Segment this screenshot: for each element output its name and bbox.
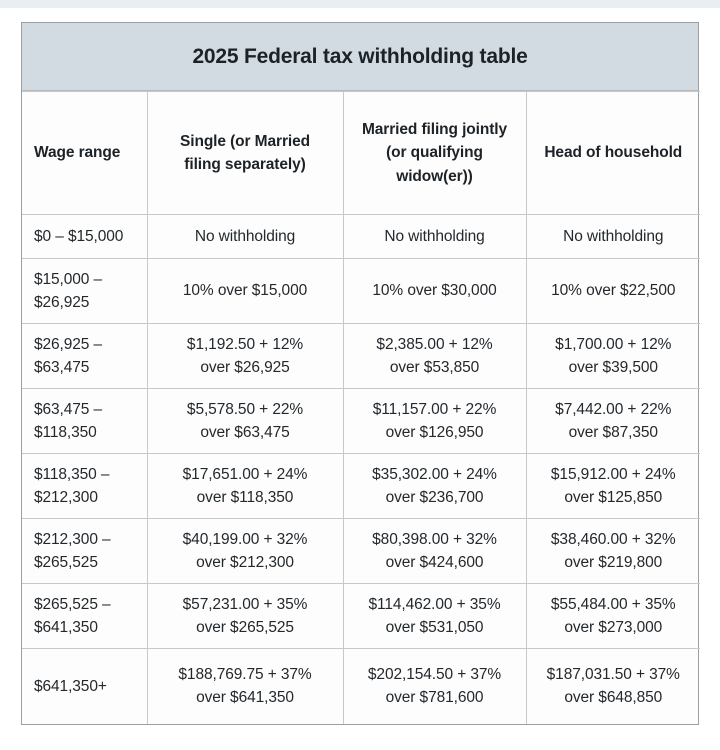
table-row: $212,300 – $265,525 $40,199.00 + 32% over… bbox=[22, 518, 700, 584]
wage-range-cell: $0 – $15,000 bbox=[22, 214, 148, 259]
withholding-cell: $57,231.00 + 35% over $265,525 bbox=[146, 583, 344, 649]
withholding-cell: $7,442.00 + 22% over $87,350 bbox=[525, 388, 700, 454]
withholding-cell: $202,154.50 + 37% over $781,600 bbox=[342, 648, 527, 724]
withholding-cell: $114,462.00 + 35% over $531,050 bbox=[342, 583, 527, 649]
withholding-cell: $5,578.50 + 22% over $63,475 bbox=[146, 388, 344, 454]
withholding-cell: 10% over $15,000 bbox=[146, 258, 344, 324]
withholding-table: 2025 Federal tax withholding table Wage … bbox=[21, 22, 700, 725]
withholding-cell: No withholding bbox=[525, 214, 700, 259]
withholding-cell: No withholding bbox=[342, 214, 527, 259]
wage-range-cell: $212,300 – $265,525 bbox=[22, 518, 148, 584]
withholding-cell: $35,302.00 + 24% over $236,700 bbox=[342, 453, 527, 519]
withholding-cell: $1,192.50 + 12% over $26,925 bbox=[146, 323, 344, 389]
table-row: $26,925 – $63,475 $1,192.50 + 12% over $2… bbox=[22, 323, 700, 389]
wage-range-cell: $265,525 – $641,350 bbox=[22, 583, 148, 649]
column-header-4: Head of household bbox=[525, 91, 700, 215]
wage-range-cell: $26,925 – $63,475 bbox=[22, 323, 148, 389]
withholding-cell: $80,398.00 + 32% over $424,600 bbox=[342, 518, 527, 584]
withholding-cell: $2,385.00 + 12% over $53,850 bbox=[342, 323, 527, 389]
tax-table: Wage range Single (or Married filing sepa… bbox=[22, 91, 700, 724]
table-title: 2025 Federal tax withholding table bbox=[22, 23, 698, 91]
withholding-cell: $40,199.00 + 32% over $212,300 bbox=[146, 518, 344, 584]
table-row: $265,525 – $641,350 $57,231.00 + 35% over… bbox=[22, 583, 700, 649]
column-header-3: Married filing jointly (or qualifying wi… bbox=[342, 91, 527, 215]
wage-range-cell: $118,350 – $212,300 bbox=[22, 453, 148, 519]
withholding-cell: 10% over $22,500 bbox=[525, 258, 700, 324]
withholding-cell: $188,769.75 + 37% over $641,350 bbox=[146, 648, 344, 724]
wage-range-cell: $63,475 – $118,350 bbox=[22, 388, 148, 454]
withholding-cell: $17,651.00 + 24% over $118,350 bbox=[146, 453, 344, 519]
table-row: $15,000 – $26,925 10% over $15,000 10% ove… bbox=[22, 258, 700, 324]
column-header-2: Single (or Married filing separately) bbox=[146, 91, 344, 215]
table-body: $0 – $15,000 No withholding No withholding… bbox=[22, 214, 700, 724]
withholding-cell: $1,700.00 + 12% over $39,500 bbox=[525, 323, 700, 389]
table-row: $63,475 – $118,350 $5,578.50 + 22% over $… bbox=[22, 388, 700, 454]
withholding-cell: $38,460.00 + 32% over $219,800 bbox=[525, 518, 700, 584]
withholding-cell: $11,157.00 + 22% over $126,950 bbox=[342, 388, 527, 454]
withholding-cell: $187,031.50 + 37% over $648,850 bbox=[525, 648, 700, 724]
table-row: $0 – $15,000 No withholding No withholding… bbox=[22, 214, 700, 259]
withholding-cell: 10% over $30,000 bbox=[342, 258, 527, 324]
table-row: $641,350+ $188,769.75 + 37% over $641,350… bbox=[22, 648, 700, 724]
header-row: Wage range Single (or Married filing sepa… bbox=[22, 91, 700, 215]
withholding-cell: $15,912.00 + 24% over $125,850 bbox=[525, 453, 700, 519]
wage-range-cell: $15,000 – $26,925 bbox=[22, 258, 148, 324]
table-row: $118,350 – $212,300 $17,651.00 + 24% over… bbox=[22, 453, 700, 519]
withholding-cell: $55,484.00 + 35% over $273,000 bbox=[525, 583, 700, 649]
column-header-1: Wage range bbox=[22, 91, 148, 215]
top-window-strip bbox=[0, 0, 720, 8]
wage-range-cell: $641,350+ bbox=[22, 648, 148, 724]
withholding-cell: No withholding bbox=[146, 214, 344, 259]
